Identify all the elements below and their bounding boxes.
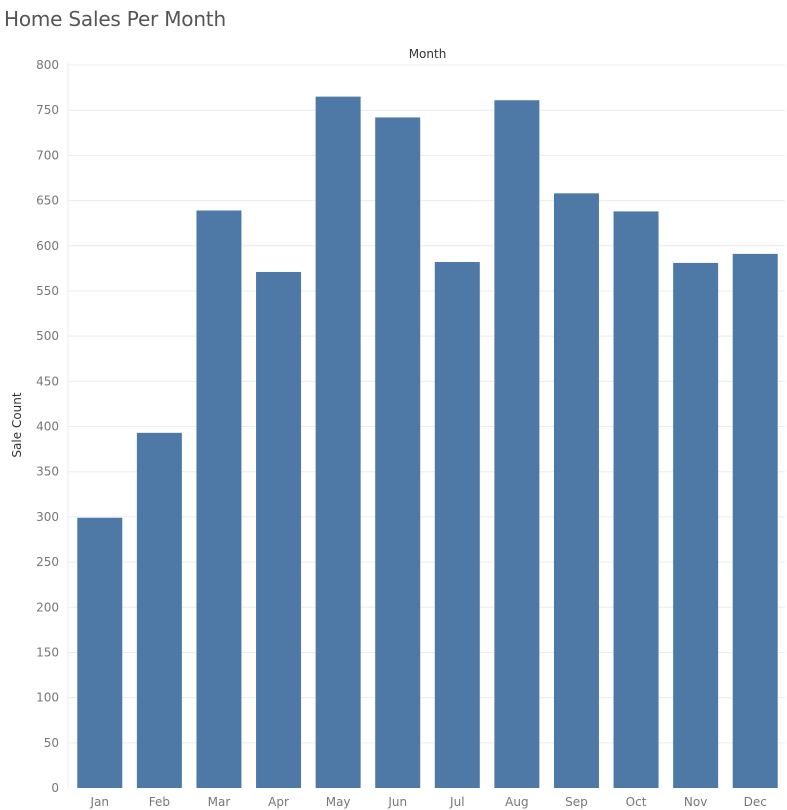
y-axis-title: Sale Count: [10, 392, 24, 457]
x-tick-label: Dec: [744, 795, 767, 809]
bar-aug[interactable]: [494, 100, 540, 789]
y-tick-label: 750: [36, 103, 59, 117]
y-tick-label: 500: [36, 329, 59, 343]
x-tick-label: Apr: [268, 795, 289, 809]
x-tick-label: Feb: [149, 795, 170, 809]
bar-may[interactable]: [315, 96, 361, 789]
bar-feb[interactable]: [136, 432, 182, 788]
x-tick-label: Jul: [449, 795, 464, 809]
x-tick-label: Mar: [208, 795, 231, 809]
x-tick-label: Jun: [387, 795, 407, 809]
y-tick-label: 700: [36, 148, 59, 162]
bar-dec[interactable]: [732, 253, 778, 789]
x-axis-ticks: Jan Feb Mar Apr May Jun Jul Aug Sep Oct Nov Dec: [90, 795, 767, 809]
y-tick-label: 0: [51, 781, 59, 795]
x-axis-title: Month: [409, 47, 447, 61]
bar-jul[interactable]: [434, 262, 480, 789]
x-tick-label: Sep: [565, 795, 588, 809]
y-tick-label: 800: [36, 58, 59, 72]
y-tick-label: 300: [36, 510, 59, 524]
y-tick-label: 250: [36, 555, 59, 569]
y-tick-label: 100: [36, 691, 59, 705]
y-tick-label: 400: [36, 420, 59, 434]
y-tick-label: 650: [36, 194, 59, 208]
bar-jan[interactable]: [77, 517, 123, 788]
y-tick-label: 550: [36, 284, 59, 298]
x-tick-label: Nov: [684, 795, 707, 809]
bar-nov[interactable]: [673, 262, 719, 788]
chart-title: Home Sales Per Month: [4, 7, 226, 31]
y-tick-label: 50: [44, 736, 59, 750]
x-tick-label: Oct: [626, 795, 647, 809]
y-tick-label: 150: [36, 645, 59, 659]
y-axis-ticks: 0 50 100 150 200 250 300 350 400 450 500 550 600 650 7…: [36, 58, 59, 795]
y-tick-label: 450: [36, 374, 59, 388]
x-tick-label: May: [326, 795, 351, 809]
bar-sep[interactable]: [553, 193, 599, 788]
bar-apr[interactable]: [256, 271, 302, 788]
x-tick-label: Jan: [90, 795, 110, 809]
y-tick-label: 350: [36, 465, 59, 479]
bar-jun[interactable]: [375, 117, 421, 789]
bar-oct[interactable]: [613, 211, 659, 789]
gridlines: [67, 63, 785, 788]
bar-mar[interactable]: [196, 210, 242, 788]
y-tick-label: 600: [36, 239, 59, 253]
y-tick-label: 200: [36, 600, 59, 614]
bars: [77, 96, 778, 789]
x-tick-label: Aug: [505, 795, 528, 809]
